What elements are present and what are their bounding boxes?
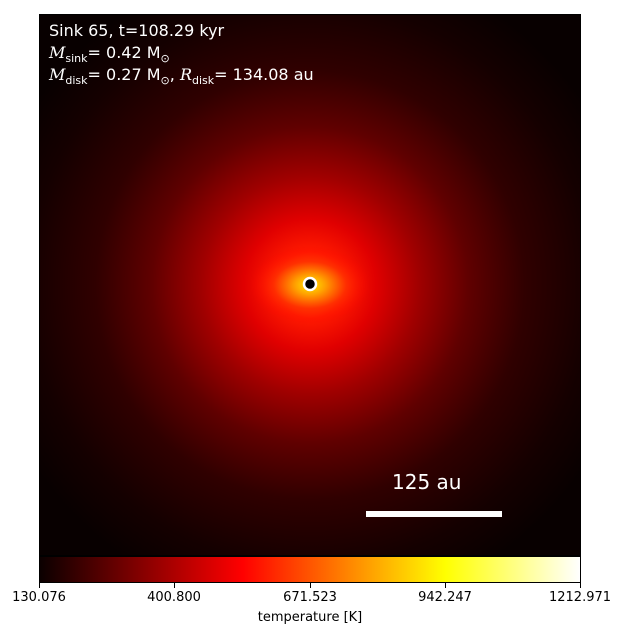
- colorbar-tick-label: 130.076: [12, 590, 66, 605]
- colorbar-tick: [174, 583, 175, 588]
- colorbar-label: temperature [K]: [257, 610, 363, 625]
- colorbar-tick: [445, 583, 446, 588]
- temperature-map-panel: [39, 14, 581, 556]
- colorbar-gradient: [40, 557, 580, 582]
- colorbar-tick-label: 400.800: [147, 590, 201, 605]
- temperature-map: [40, 15, 580, 555]
- sink-mass-label: Msink= 0.42 M⊙: [49, 43, 170, 66]
- scalebar: [366, 511, 502, 517]
- scalebar-label: 125 au: [392, 470, 462, 494]
- colorbar-tick-label: 942.247: [418, 590, 472, 605]
- disk-properties-label: Mdisk= 0.27 M⊙, Rdisk= 134.08 au: [49, 65, 314, 88]
- sink-marker: [302, 276, 318, 292]
- colorbar: [39, 556, 581, 583]
- colorbar-tick: [310, 583, 311, 588]
- colorbar-tick: [39, 583, 40, 588]
- sink-time-label: Sink 65, t=108.29 kyr: [49, 21, 225, 40]
- colorbar-tick: [580, 583, 581, 588]
- colorbar-tick-label: 1212.971: [548, 590, 612, 605]
- colorbar-tick-label: 671.523: [283, 590, 337, 605]
